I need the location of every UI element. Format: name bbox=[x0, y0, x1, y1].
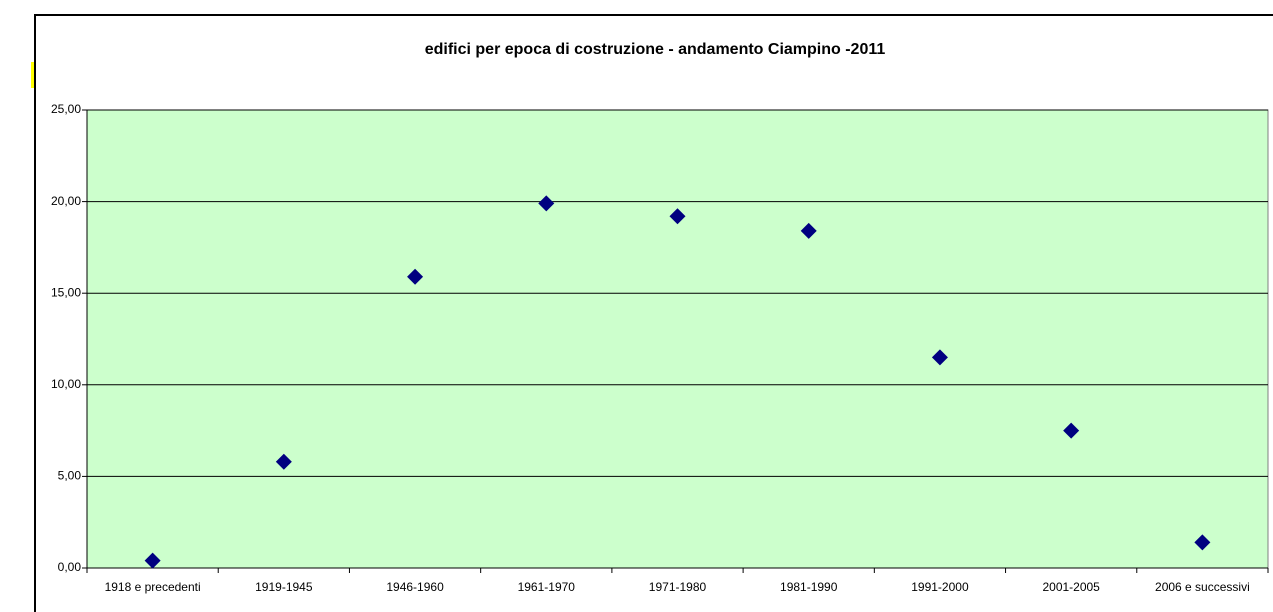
y-tick-label: 25,00 bbox=[51, 102, 81, 116]
marker bbox=[669, 208, 686, 225]
x-tick-label: 2001-2005 bbox=[1042, 580, 1100, 594]
marker bbox=[144, 552, 161, 569]
plot-area bbox=[86, 109, 1269, 569]
x-tick-label: 1971-1980 bbox=[649, 580, 707, 594]
x-tick-label: 1981-1990 bbox=[780, 580, 838, 594]
marker bbox=[800, 222, 817, 239]
marker bbox=[538, 195, 555, 212]
y-tick-label: 0,00 bbox=[58, 560, 82, 574]
marker bbox=[407, 268, 424, 285]
y-tick-label: 5,00 bbox=[58, 469, 82, 483]
marker bbox=[1063, 422, 1080, 439]
marker bbox=[931, 349, 948, 366]
x-tick-label: 2006 e successivi bbox=[1155, 580, 1250, 594]
chart-title: edifici per epoca di costruzione - andam… bbox=[425, 41, 886, 58]
highlight bbox=[31, 62, 36, 88]
y-tick-label: 20,00 bbox=[51, 194, 81, 208]
x-tick-label: 1946-1960 bbox=[386, 580, 444, 594]
marker bbox=[275, 453, 292, 470]
x-tick-label: 1919-1945 bbox=[255, 580, 313, 594]
marker bbox=[1194, 534, 1211, 551]
y-tick-label: 15,00 bbox=[51, 285, 81, 299]
y-tick-label: 10,00 bbox=[51, 377, 81, 391]
x-tick-label: 1991-2000 bbox=[911, 580, 969, 594]
x-tick-label: 1918 e precedenti bbox=[105, 580, 201, 594]
x-tick-label: 1961-1970 bbox=[518, 580, 576, 594]
